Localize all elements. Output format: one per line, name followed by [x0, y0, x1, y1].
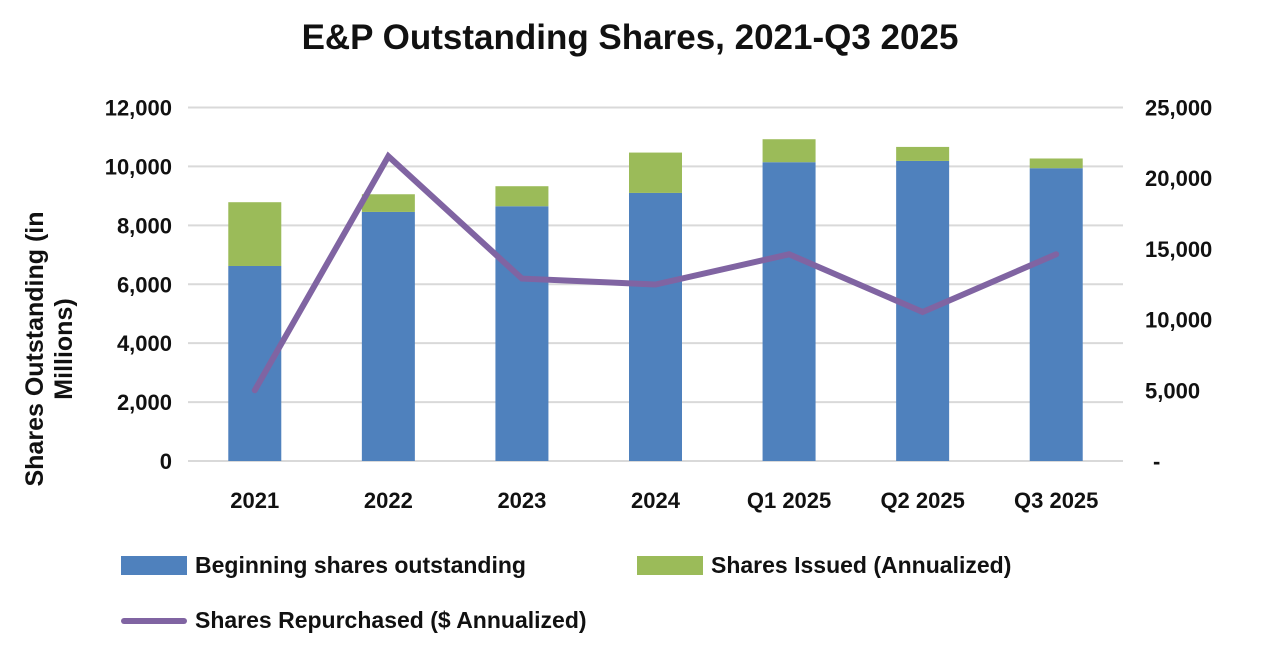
legend-swatch-line — [121, 617, 187, 624]
y-tick-label: 10,000 — [105, 154, 172, 179]
y2-tick-label: - — [1153, 449, 1160, 474]
x-tick-label: Q2 2025 — [880, 488, 964, 513]
x-tick-label: Q3 2025 — [1014, 488, 1098, 513]
bar-beginning-shares — [1029, 168, 1083, 461]
x-tick-label: 2022 — [364, 488, 413, 513]
legend-item-beginning: Beginning shares outstanding — [121, 552, 526, 579]
bar-beginning-shares — [495, 206, 549, 461]
x-tick-label: 2023 — [497, 488, 546, 513]
bar-shares-issued — [1029, 158, 1083, 169]
y-tick-label: 8,000 — [117, 213, 172, 238]
bar-beginning-shares — [762, 162, 816, 461]
y2-tick-label: 20,000 — [1145, 166, 1212, 191]
bar-shares-issued — [361, 194, 415, 212]
y2-tick-label: 10,000 — [1145, 308, 1212, 333]
y2-tick-label: 15,000 — [1145, 237, 1212, 262]
legend-label: Shares Issued (Annualized) — [711, 552, 1012, 578]
legend-item-repurchased: Shares Repurchased ($ Annualized) — [121, 607, 587, 634]
bar-shares-issued — [228, 202, 282, 266]
y-tick-label: 6,000 — [117, 272, 172, 297]
bar-beginning-shares — [361, 211, 415, 461]
bar-beginning-shares — [629, 192, 682, 461]
x-tick-label: Q1 2025 — [747, 488, 831, 513]
legend-label: Shares Repurchased ($ Annualized) — [195, 607, 587, 633]
legend-swatch-blue — [121, 556, 187, 575]
y2-tick-label: 25,000 — [1145, 96, 1212, 121]
bar-shares-issued — [896, 146, 950, 161]
legend-label: Beginning shares outstanding — [195, 552, 526, 578]
y-tick-label: 2,000 — [117, 390, 172, 415]
x-tick-label: 2024 — [631, 488, 681, 513]
bar-shares-issued — [495, 186, 549, 207]
bar-shares-issued — [629, 152, 682, 193]
legend-swatch-green — [637, 556, 703, 575]
y-tick-label: 0 — [160, 449, 172, 474]
legend-item-issued: Shares Issued (Annualized) — [637, 552, 1011, 579]
y-tick-label: 12,000 — [105, 96, 172, 121]
chart-title: E&P Outstanding Shares, 2021-Q3 2025 — [301, 18, 959, 57]
y2-tick-label: 5,000 — [1145, 378, 1200, 403]
bar-shares-issued — [762, 139, 816, 163]
y-tick-label: 4,000 — [117, 331, 172, 356]
x-tick-label: 2021 — [230, 488, 279, 513]
